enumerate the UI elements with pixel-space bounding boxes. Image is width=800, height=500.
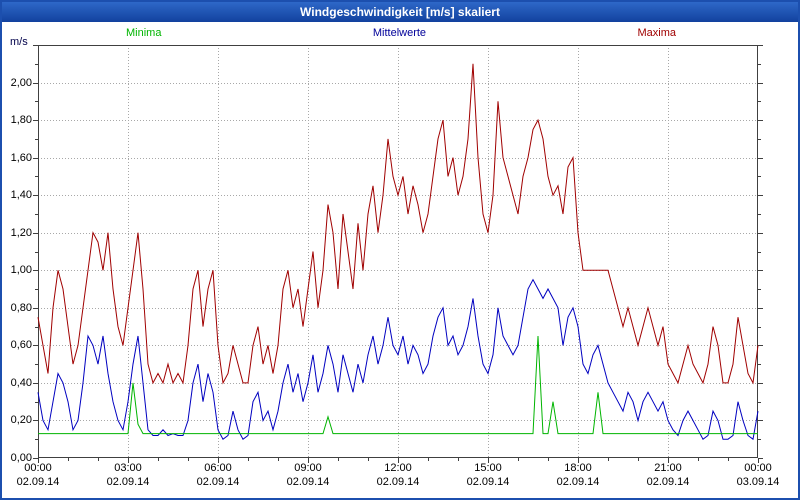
y-axis-unit: m/s bbox=[10, 36, 28, 48]
y-axis-labels: 0,00 0,20 0,40 0,60 0,80 1,00 1,20 1,40 1,60 1,80… bbox=[2, 45, 35, 464]
y-axis-label: 0,20 bbox=[10, 414, 32, 427]
window-title: Windgeschwindigkeit [m/s] skaliert bbox=[300, 5, 500, 19]
y-axis-label: 1,00 bbox=[10, 264, 32, 277]
x-axis-date: 03.09.14 bbox=[736, 476, 780, 488]
x-axis-date: 02.09.14 bbox=[376, 476, 420, 488]
x-axis-date: 02.09.14 bbox=[466, 476, 510, 488]
y-axis-label: 1,60 bbox=[10, 151, 32, 164]
y-axis-label: 0,60 bbox=[10, 339, 32, 352]
title-bar: Windgeschwindigkeit [m/s] skaliert bbox=[2, 2, 798, 22]
x-axis-date: 02.09.14 bbox=[106, 476, 150, 488]
x-axis-label: 21:00 bbox=[654, 462, 682, 474]
y-axis-label: 1,20 bbox=[10, 226, 32, 239]
x-axis-label: 06:00 bbox=[204, 462, 232, 474]
x-axis-date: 02.09.14 bbox=[556, 476, 600, 488]
y-axis-label: 1,80 bbox=[10, 114, 32, 127]
y-axis-label: 2,00 bbox=[10, 76, 32, 89]
y-axis-label: 0,80 bbox=[10, 301, 32, 314]
x-axis-time-labels: 00:00 03:00 06:00 09:00 12:00 15:00 18:00 21:00… bbox=[24, 462, 772, 474]
x-axis-date: 02.09.14 bbox=[286, 476, 330, 488]
x-axis-label: 15:00 bbox=[474, 462, 502, 474]
x-axis-label: 09:00 bbox=[294, 462, 322, 474]
legend-minima: Minima bbox=[126, 27, 162, 39]
legend-maxima: Maxima bbox=[637, 27, 676, 39]
legend-mittelwerte: Mittelwerte bbox=[372, 27, 427, 39]
x-axis-date: 02.09.14 bbox=[16, 476, 60, 488]
x-axis-label: 00:00 bbox=[24, 462, 52, 474]
series-minima bbox=[38, 335, 758, 435]
series-mittelwerte bbox=[37, 278, 759, 441]
plot-area[interactable] bbox=[33, 45, 763, 463]
x-axis-label: 18:00 bbox=[564, 462, 592, 474]
y-axis-label: 1,40 bbox=[10, 189, 32, 202]
x-axis-label: 03:00 bbox=[114, 462, 142, 474]
legend: Minima Mittelwerte Maxima bbox=[38, 26, 758, 40]
y-axis-label: 0,00 bbox=[10, 452, 32, 464]
y-axis-label: 0,40 bbox=[10, 376, 32, 389]
x-axis-date: 02.09.14 bbox=[646, 476, 690, 488]
x-axis-date-labels: 02.09.14 02.09.14 02.09.14 02.09.14 02.09.14… bbox=[17, 476, 780, 488]
x-axis-label: 00:00 bbox=[744, 462, 772, 474]
x-axis-date: 02.09.14 bbox=[196, 476, 240, 488]
x-axis-label: 12:00 bbox=[384, 462, 412, 474]
series-maxima bbox=[37, 63, 759, 385]
